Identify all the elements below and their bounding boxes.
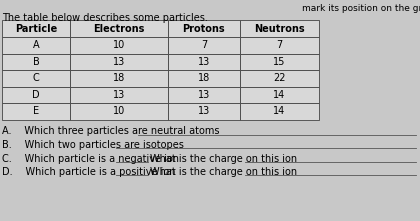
Text: Protons: Protons: [183, 23, 225, 34]
Bar: [168, 70, 240, 86]
Bar: [71, 20, 168, 37]
Text: C: C: [33, 73, 39, 83]
Text: 13: 13: [113, 57, 125, 67]
Bar: [71, 37, 168, 53]
Bar: [2, 86, 71, 103]
Text: Neutrons: Neutrons: [254, 23, 305, 34]
Bar: [2, 53, 71, 70]
Bar: [71, 70, 168, 86]
Bar: [168, 53, 240, 70]
Text: C.  Which particle is a negative ion: C. Which particle is a negative ion: [2, 154, 182, 164]
Text: 14: 14: [273, 106, 286, 116]
Text: 13: 13: [198, 106, 210, 116]
Bar: [168, 86, 240, 103]
Text: 18: 18: [113, 73, 125, 83]
Text: 13: 13: [198, 57, 210, 67]
Bar: [168, 103, 240, 120]
Bar: [71, 86, 168, 103]
Text: 13: 13: [198, 90, 210, 100]
Text: 18: 18: [198, 73, 210, 83]
Text: D.  Which particle is a positive ion: D. Which particle is a positive ion: [2, 167, 178, 177]
Text: The table below describes some particles.: The table below describes some particles…: [2, 13, 208, 23]
Text: 15: 15: [273, 57, 286, 67]
Bar: [168, 20, 240, 37]
Text: 7: 7: [276, 40, 283, 50]
Text: What is the charge on this ion: What is the charge on this ion: [150, 154, 300, 164]
Text: A.  Which three particles are neutral atoms: A. Which three particles are neutral ato…: [2, 126, 223, 137]
Bar: [168, 37, 240, 53]
Text: 10: 10: [113, 106, 125, 116]
Bar: [71, 53, 168, 70]
Text: 14: 14: [273, 90, 286, 100]
Bar: [240, 53, 319, 70]
Text: mark its position on the grid.: mark its position on the grid.: [302, 4, 420, 13]
Bar: [240, 103, 319, 120]
Text: A: A: [33, 40, 39, 50]
Bar: [71, 103, 168, 120]
Text: E: E: [33, 106, 39, 116]
Text: D: D: [32, 90, 40, 100]
Text: Particle: Particle: [15, 23, 58, 34]
Text: 13: 13: [113, 90, 125, 100]
Text: B: B: [33, 57, 39, 67]
Text: B.  Which two particles are isotopes: B. Which two particles are isotopes: [2, 140, 187, 150]
Bar: [2, 70, 71, 86]
Bar: [240, 37, 319, 53]
Bar: [2, 20, 71, 37]
Bar: [2, 37, 71, 53]
Text: 10: 10: [113, 40, 125, 50]
Text: Electrons: Electrons: [94, 23, 145, 34]
Bar: [240, 20, 319, 37]
Bar: [240, 70, 319, 86]
Bar: [2, 103, 71, 120]
Text: 7: 7: [201, 40, 207, 50]
Bar: [240, 86, 319, 103]
Text: What is the charge on this ion: What is the charge on this ion: [150, 167, 300, 177]
Text: 22: 22: [273, 73, 286, 83]
